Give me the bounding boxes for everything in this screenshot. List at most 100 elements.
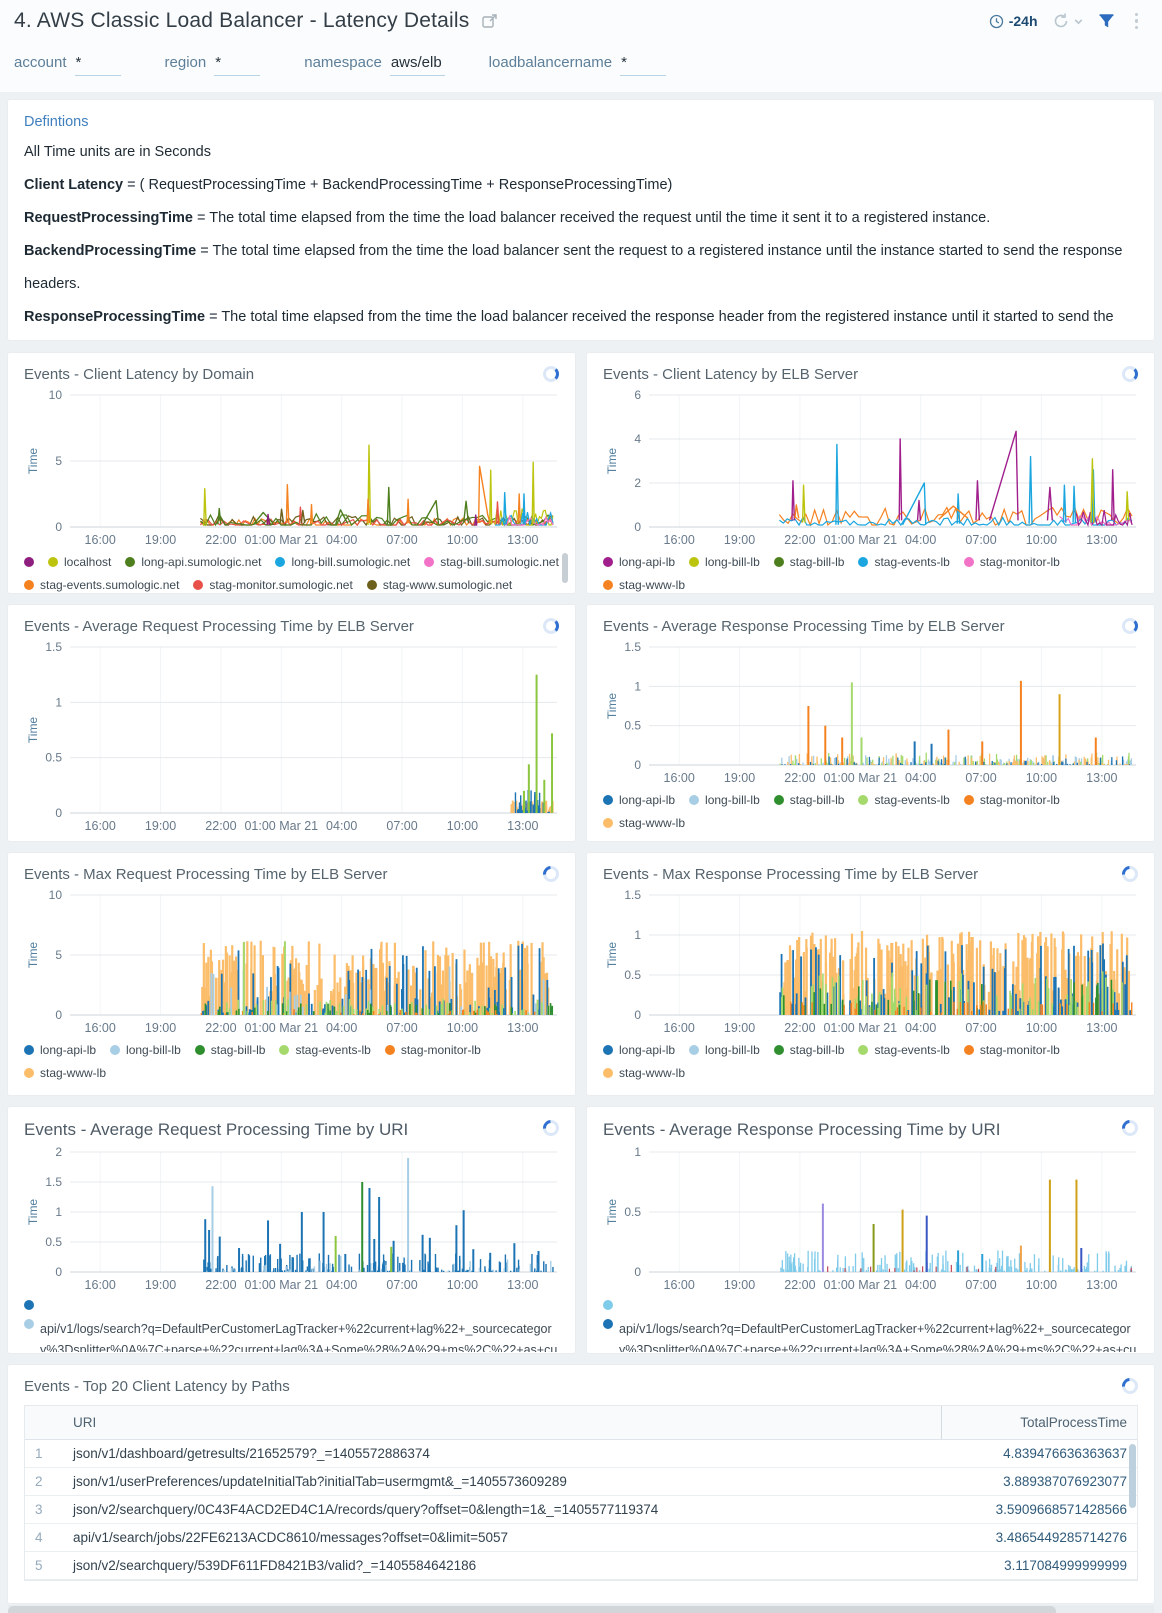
legend-item-stag-events-lb[interactable]: stag-events-lb	[858, 1043, 950, 1057]
legend-item-stag-monitor-lb[interactable]: stag-monitor-lb	[963, 1043, 1060, 1057]
legend-dot-icon	[603, 818, 613, 828]
filter-label: region	[164, 54, 207, 71]
svg-text:6: 6	[634, 388, 641, 402]
legend-item-stag-bill-lb[interactable]: stag-bill-lb	[773, 555, 845, 569]
legend-label: long-api-lb	[619, 1043, 676, 1057]
legend-item-stag-bill-lb[interactable]: stag-bill-lb	[773, 793, 844, 807]
legend-item-long-bill-lb[interactable]: long-bill-lb	[689, 555, 760, 569]
kebab-menu-icon[interactable]	[1129, 11, 1145, 32]
filter-field-account[interactable]: account *	[14, 54, 121, 76]
chart-plot[interactable]: 0 0.5 1 16:00 19:00 22:00 01:00 Mar 21 04:00 07:…	[603, 1144, 1138, 1294]
chart-legend	[24, 835, 559, 841]
legend-item-long-bill-lb[interactable]: long-bill-lb	[689, 793, 760, 807]
legend-dot-icon	[603, 795, 613, 805]
legend-row: api/v1/logs/search?q=DefaultPerCustomerL…	[603, 1319, 1138, 1352]
legend-item-long-api-lb[interactable]: long-api-lb	[603, 555, 675, 569]
legend-item-stag-www-lb[interactable]: stag-www-lb	[24, 1066, 106, 1080]
filter-value[interactable]: *	[74, 54, 121, 76]
legend-dot-icon	[24, 580, 34, 590]
chart-panel-6: Events - Max Response Processing Time by…	[587, 853, 1154, 1095]
legend-item-stag-bill-lb[interactable]: stag-bill-lb	[773, 1043, 844, 1057]
definition-line: All Time units are in Seconds	[24, 144, 211, 160]
filter-field-region[interactable]: region *	[165, 54, 261, 76]
svg-text:16:00: 16:00	[85, 819, 116, 833]
legend-item-api/v1/logs/search?q=Def[interactable]: api/v1/logs/search?q=DefaultPerCustomerL…	[603, 1319, 1138, 1352]
legend-item-long-api.sumologic.net[interactable]: long-api.sumologic.net	[125, 555, 261, 569]
legend-item-stag-events-lb[interactable]: stag-events-lb	[858, 793, 950, 807]
definitions-panel: Defintions All Time units are in Seconds…	[8, 100, 1154, 340]
svg-text:04:00: 04:00	[905, 1278, 936, 1292]
horizontal-scrollbar[interactable]	[8, 1605, 1154, 1613]
loading-spinner	[1122, 366, 1138, 382]
svg-text:16:00: 16:00	[664, 533, 695, 547]
chart-plot[interactable]: 0 5 10 16:00 19:00 22:00 01:00 Mar 21 04:00 07:0…	[24, 887, 559, 1037]
filter-label: loadbalancername	[488, 54, 613, 71]
uri-cell: api/v1/search/jobs/22FE6213ACDC8610/mess…	[63, 1523, 941, 1552]
legend-item-long-api-lb[interactable]: long-api-lb	[603, 1043, 675, 1057]
legend-item-localhost[interactable]: localhost	[48, 555, 111, 569]
legend-item-stag-monitor-lb[interactable]: stag-monitor-lb	[963, 793, 1060, 807]
chart-plot[interactable]: 0 0.5 1 1.5 16:00 19:00 22:00 01:00 Mar 21 04:00…	[603, 639, 1138, 787]
horizontal-scrollbar-thumb[interactable]	[8, 1606, 1056, 1613]
filter-field-namespace[interactable]: namespace aws/elb	[304, 54, 445, 76]
column-header-uri[interactable]: URI	[63, 1406, 941, 1440]
legend-item-stag-events-lb[interactable]: stag-events-lb	[858, 555, 950, 569]
totalprocesstime-cell: 4.839476636363637	[941, 1439, 1137, 1468]
legend-dot-icon	[858, 557, 869, 567]
filter-button[interactable]	[1098, 13, 1115, 30]
legend-item-stag-bill.sumologic.net[interactable]: stag-bill.sumologic.net	[424, 555, 559, 569]
legend-item-long-bill.sumologic.net[interactable]: long-bill.sumologic.net	[275, 555, 410, 569]
table-row: 2 json/v1/userPreferences/updateInitialTa…	[25, 1467, 1137, 1496]
legend-item-stag-monitor-lb[interactable]: stag-monitor-lb	[963, 555, 1060, 569]
svg-text:01:00 Mar 21: 01:00 Mar 21	[823, 1021, 897, 1035]
chart-plot[interactable]: 0 0.5 1 1.5 2 16:00 19:00 22:00 01:00 Mar 21 04:0…	[24, 1144, 559, 1294]
legend-item[interactable]	[603, 1300, 613, 1310]
legend-item[interactable]	[24, 555, 34, 569]
legend-item-long-bill-lb[interactable]: long-bill-lb	[110, 1043, 181, 1057]
legend-item-stag-monitor.sumologic.n[interactable]: stag-monitor.sumologic.net	[193, 578, 353, 592]
legend-item-stag-www.sumologic.net[interactable]: stag-www.sumologic.net	[366, 578, 512, 592]
legend-item-api/v1/logs/search?q=Def[interactable]: api/v1/logs/search?q=DefaultPerCustomerL…	[24, 1319, 559, 1352]
filter-value[interactable]: *	[214, 54, 261, 76]
legend-item[interactable]	[24, 1300, 34, 1310]
filter-value[interactable]: aws/elb	[389, 54, 445, 76]
legend-item-stag-monitor-lb[interactable]: stag-monitor-lb	[384, 1043, 481, 1057]
legend-item-stag-events-lb[interactable]: stag-events-lb	[279, 1043, 371, 1057]
legend-item-long-api-lb[interactable]: long-api-lb	[603, 793, 675, 807]
chart-plot[interactable]: 0 0.5 1 1.5 16:00 19:00 22:00 01:00 Mar 21 04:00…	[603, 887, 1138, 1037]
legend-label: stag-bill-lb	[789, 555, 845, 569]
chevron-down-icon	[1074, 18, 1082, 24]
svg-text:19:00: 19:00	[145, 533, 176, 547]
svg-text:16:00: 16:00	[664, 1021, 695, 1035]
svg-text:04:00: 04:00	[326, 1278, 357, 1292]
legend-item-long-api-lb[interactable]: long-api-lb	[24, 1043, 96, 1057]
time-range-button[interactable]: -24h	[989, 13, 1038, 29]
legend-item-stag-www-lb[interactable]: stag-www-lb	[603, 816, 685, 830]
chart-plot[interactable]: 0 5 10 16:00 19:00 22:00 01:00 Mar 21 04:00 07:0…	[24, 387, 559, 549]
legend-dot-icon	[773, 795, 784, 805]
chart-legend: api/v1/logs/search?q=DefaultPerCustomerL…	[603, 1294, 1138, 1352]
legend-item-stag-www-lb[interactable]: stag-www-lb	[603, 1066, 685, 1080]
legend-item-long-bill-lb[interactable]: long-bill-lb	[689, 1043, 760, 1057]
legend-row: stag-www-lb	[24, 1066, 559, 1080]
svg-text:13:00: 13:00	[507, 1278, 538, 1292]
row-index: 2	[25, 1467, 63, 1496]
filter-field-loadbalancername[interactable]: loadbalancername *	[488, 54, 667, 76]
svg-text:22:00: 22:00	[784, 771, 815, 785]
legend-scrollbar[interactable]	[562, 553, 568, 583]
svg-text:10:00: 10:00	[1026, 771, 1057, 785]
chart-plot[interactable]: 0 2 4 6 16:00 19:00 22:00 01:00 Mar 21 04:00 07:0…	[603, 387, 1138, 549]
filter-value[interactable]: *	[620, 54, 667, 76]
legend-item-stag-events.sumologic.ne[interactable]: stag-events.sumologic.net	[24, 578, 179, 592]
legend-item-stag-www-lb[interactable]: stag-www-lb	[603, 578, 685, 592]
refresh-button[interactable]	[1052, 12, 1084, 30]
column-header-totalprocesstime[interactable]: TotalProcessTime	[940, 1406, 1137, 1440]
share-icon[interactable]	[481, 13, 498, 30]
refresh-icon	[1054, 13, 1067, 28]
table-scrollbar[interactable]	[1129, 1444, 1136, 1508]
svg-text:07:00: 07:00	[386, 533, 417, 547]
legend-label: stag-www-lb	[619, 816, 686, 830]
chart-plot[interactable]: 0 0.5 1 1.5 16:00 19:00 22:00 01:00 Mar 21 04:00…	[24, 639, 559, 835]
legend-item-stag-bill-lb[interactable]: stag-bill-lb	[194, 1043, 265, 1057]
filter-label: namespace	[304, 54, 382, 71]
